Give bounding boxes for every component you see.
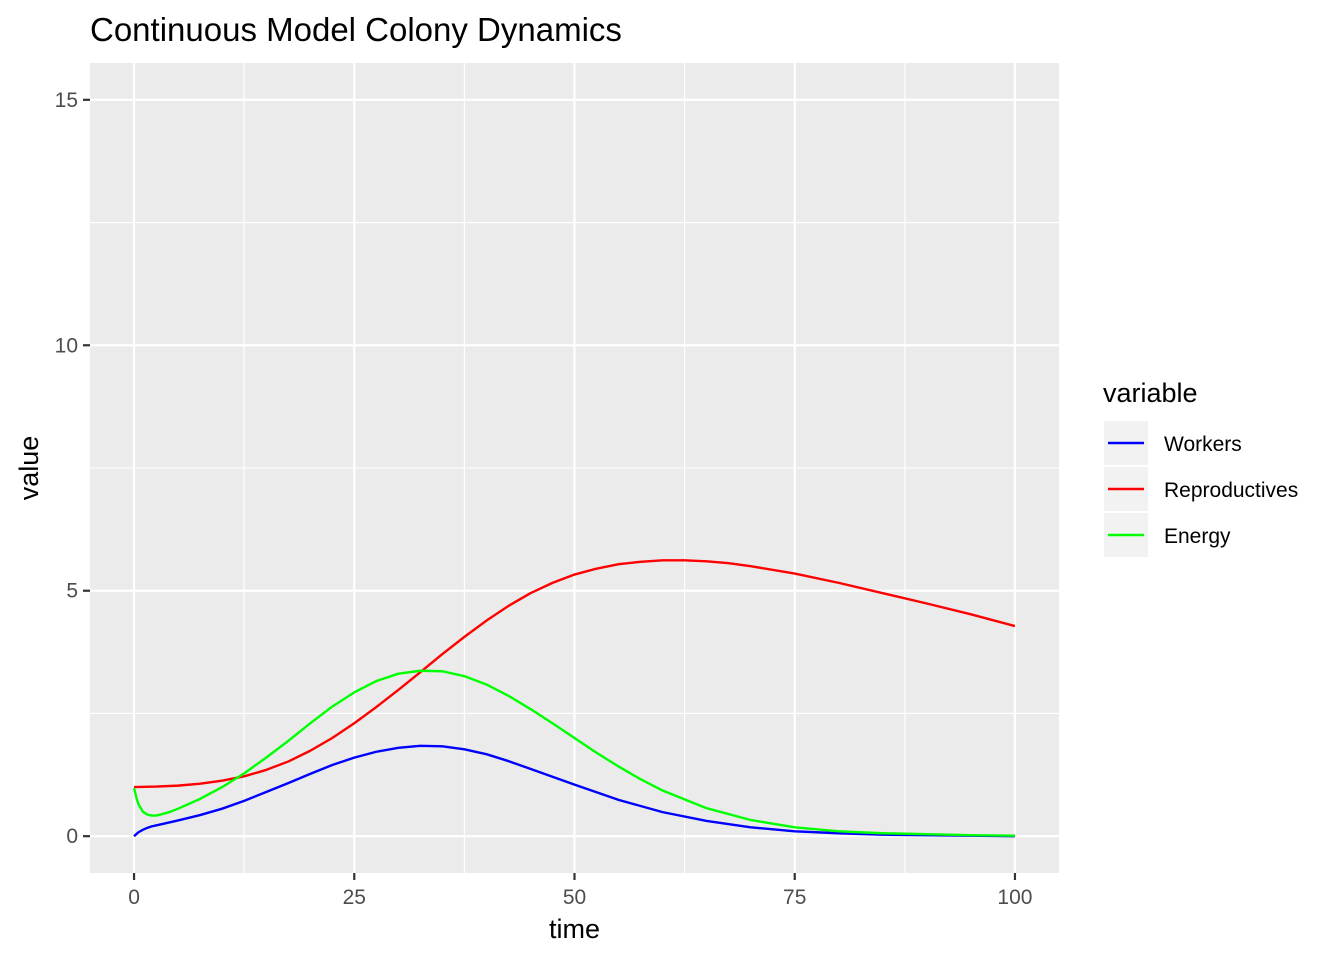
chart-title: Continuous Model Colony Dynamics <box>90 11 622 48</box>
legend-label-reproductives: Reproductives <box>1164 479 1298 502</box>
legend-title: variable <box>1103 378 1198 408</box>
legend-items: Workers Reproductives Energy <box>1104 421 1298 557</box>
y-tick-label: 0 <box>66 825 78 848</box>
series-line-energy <box>132 669 1015 837</box>
x-tick-label: 25 <box>343 886 366 909</box>
series-layer <box>132 559 1016 838</box>
x-axis: 0 25 50 75 100 <box>128 873 1032 909</box>
x-tick-label: 0 <box>128 886 140 909</box>
legend-label-energy: Energy <box>1164 525 1231 548</box>
legend-label-workers: Workers <box>1164 433 1242 456</box>
y-tick-label: 15 <box>55 89 78 112</box>
y-tick-label: 5 <box>66 580 78 603</box>
x-tick-label: 50 <box>563 886 586 909</box>
y-tick-label: 10 <box>55 334 78 357</box>
series-line-reproductives <box>134 559 1016 789</box>
y-axis: 0 5 10 15 <box>55 89 90 848</box>
y-axis-title: value <box>14 436 44 501</box>
x-tick-label: 100 <box>997 886 1032 909</box>
series-line-workers <box>133 744 1015 838</box>
legend: variable Workers Reproductives Energy <box>1103 378 1298 557</box>
x-tick-label: 75 <box>783 886 806 909</box>
x-axis-title: time <box>549 914 600 944</box>
